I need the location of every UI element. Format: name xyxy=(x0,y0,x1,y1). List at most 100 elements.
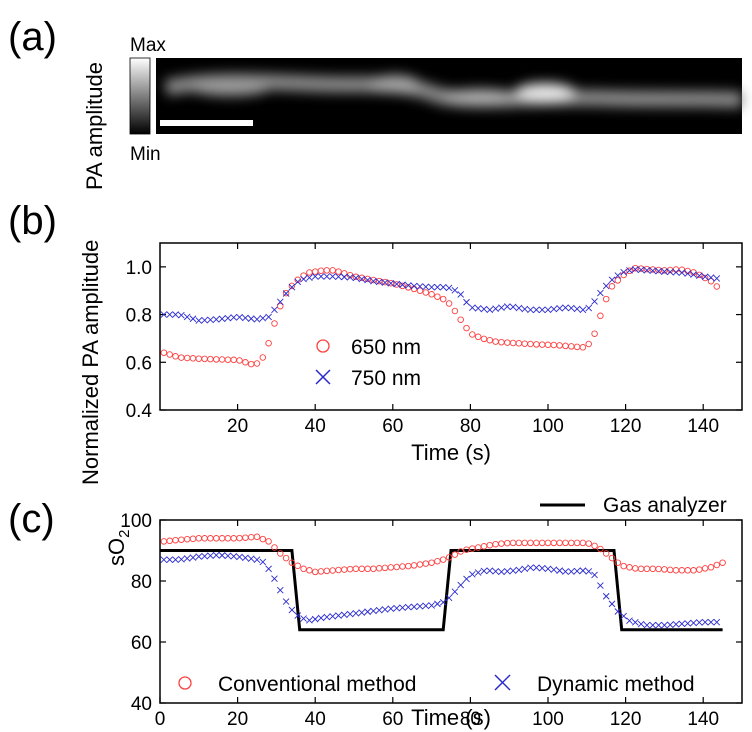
chart-b-circle-point xyxy=(480,335,488,343)
cross-stroke xyxy=(614,608,622,615)
cross-stroke xyxy=(311,273,319,280)
chart-b-cross-point xyxy=(375,278,383,286)
cross-stroke xyxy=(317,273,325,280)
chart-c-cross-point xyxy=(236,553,243,561)
chart-c-cross-point xyxy=(288,606,296,614)
chart-c-cross-point xyxy=(364,608,371,616)
cross-stroke xyxy=(189,554,197,561)
chart-b-circle-point xyxy=(655,266,662,274)
cross-stroke xyxy=(701,273,709,281)
chart-b-circle-point xyxy=(463,324,470,332)
chart-b-circle-point xyxy=(242,359,249,366)
chart-b-cross-point xyxy=(573,305,581,313)
cross-stroke xyxy=(247,315,255,322)
chart-b-cross-point xyxy=(242,314,249,322)
legend-650-marker xyxy=(316,339,330,353)
chart-b-circle-point xyxy=(544,341,552,349)
chart-c-ytick-label: 80 xyxy=(131,572,152,593)
chart-b-circle-point xyxy=(457,316,464,323)
cross-stroke xyxy=(224,314,232,322)
chart-b-cross-point xyxy=(533,306,540,314)
cross-stroke xyxy=(172,311,179,318)
cross-stroke xyxy=(713,275,721,282)
cross-stroke xyxy=(544,565,552,573)
legend-dynamic-label: Dynamic method xyxy=(537,673,695,696)
chart-c-circle-point xyxy=(282,554,290,562)
chart-b-cross-point xyxy=(306,274,313,282)
chart-b-ticks: 20 40 60 80 100 120 140 0.4 0.6 0.8 1.0 xyxy=(126,243,742,437)
chart-c-circle-point xyxy=(207,535,214,542)
cross-stroke xyxy=(300,275,307,283)
chart-b-cross-point xyxy=(631,266,639,273)
chart-c-cross-point xyxy=(713,618,721,626)
chart-c-circle-point xyxy=(655,565,662,573)
cross-stroke xyxy=(445,594,453,602)
chart-b-circle-point xyxy=(410,285,418,293)
cross-stroke xyxy=(387,605,395,613)
cross-stroke xyxy=(439,599,447,606)
cross-stroke xyxy=(591,571,598,579)
chart-c-cross-point xyxy=(195,553,203,560)
chart-b-ytick-label: 0.6 xyxy=(126,353,152,374)
chart-c-circle-point xyxy=(335,566,342,574)
chart-c-cross-point xyxy=(271,575,278,583)
cross-stroke xyxy=(434,600,441,608)
chart-b-cross-point xyxy=(381,279,389,286)
chart-c-cross-point xyxy=(538,564,546,572)
chart-c-circle-point xyxy=(469,545,476,552)
chart-c-circle-point xyxy=(661,566,668,573)
chart-c-circle-point xyxy=(504,539,511,547)
cross-stroke xyxy=(288,283,296,291)
chart-b-cross-point xyxy=(340,273,348,281)
cross-stroke xyxy=(451,588,459,595)
chart-b-circle-point xyxy=(213,356,220,363)
chart-c-cross-point xyxy=(259,558,267,566)
cross-stroke xyxy=(306,616,313,624)
chart-c-circle-point xyxy=(183,535,191,543)
cross-stroke xyxy=(364,608,371,616)
chart-b-circle-point xyxy=(387,279,395,287)
chart-b-circle-point xyxy=(317,267,325,274)
cross-stroke xyxy=(666,621,674,629)
chart-b-circle-point xyxy=(370,276,377,284)
cross-stroke xyxy=(370,277,377,285)
cross-stroke xyxy=(480,305,488,313)
chart-c-cross-point xyxy=(311,615,319,623)
chart-b-cross-point xyxy=(230,314,238,321)
cross-stroke xyxy=(410,603,418,611)
chart-b-xtick-label: 80 xyxy=(460,416,481,437)
chart-b-circle-point xyxy=(515,340,523,347)
chart-c-cross-point xyxy=(602,592,610,600)
chart-c-cross-point xyxy=(649,621,657,629)
chart-b-cross-point xyxy=(620,268,627,276)
cross-stroke xyxy=(672,620,680,628)
chart-b-circle-point xyxy=(445,300,453,307)
chart-b-cross-point xyxy=(480,305,488,313)
cross-stroke xyxy=(585,568,593,575)
chart-b-circle-point xyxy=(300,272,307,279)
legend-dynamic-marker xyxy=(494,674,511,691)
chart-c-cross-point xyxy=(498,568,505,576)
chart-b-circle-point xyxy=(422,289,430,296)
chart-b-cross-point xyxy=(643,266,651,274)
cross-stroke xyxy=(533,564,540,571)
chart-c-cross-point xyxy=(317,614,325,622)
chart-b-cross-point xyxy=(207,316,214,324)
cross-stroke xyxy=(608,600,616,608)
cross-stroke xyxy=(492,567,499,575)
cross-stroke xyxy=(288,606,296,614)
chart-c-circle-point xyxy=(538,539,546,547)
cross-stroke xyxy=(498,568,505,576)
cross-stroke xyxy=(207,316,214,324)
cross-stroke xyxy=(329,613,336,620)
cross-stroke xyxy=(265,313,272,321)
chart-c-circle-point xyxy=(556,539,563,547)
chart-b-cross-point xyxy=(637,266,645,274)
chart-c-circle-point xyxy=(352,565,360,573)
chart-c-circle-point xyxy=(585,540,592,547)
cross-stroke xyxy=(690,619,697,627)
cross-stroke xyxy=(498,304,505,311)
panel-a-label: (a) xyxy=(8,15,57,59)
chart-b-circle-point xyxy=(329,267,336,274)
cross-stroke xyxy=(567,304,575,312)
